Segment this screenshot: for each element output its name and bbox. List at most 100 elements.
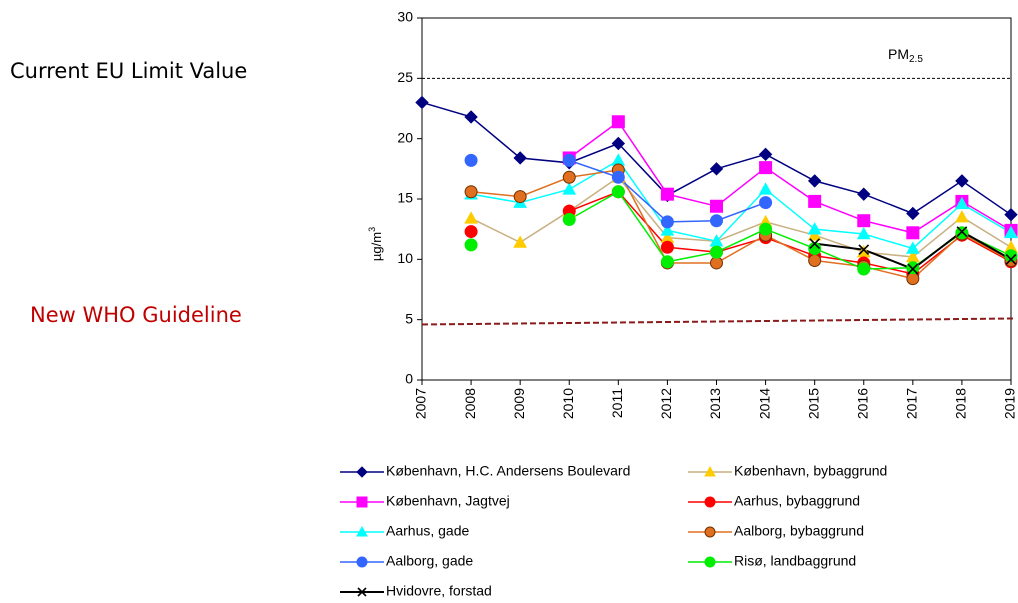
marker-diamond (758, 147, 773, 162)
marker-triangle (562, 182, 577, 195)
marker-diamond (356, 466, 368, 478)
x-tick-label: 2012 (658, 388, 674, 419)
x-tick-label: 2013 (707, 388, 723, 419)
legend-label: København, bybaggrund (734, 463, 887, 479)
marker-diamond (513, 151, 527, 165)
who-guideline-label: New WHO Guideline (30, 303, 242, 327)
marker-diamond (857, 187, 871, 201)
marker-triangle (905, 241, 920, 254)
x-tick-label: 2010 (560, 388, 576, 419)
marker-diamond (415, 95, 429, 110)
marker-triangle (513, 235, 528, 248)
marker-diamond (611, 136, 626, 151)
marker-square (710, 199, 723, 213)
marker-triangle (807, 228, 822, 241)
x-tick-label: 2015 (805, 388, 821, 419)
marker-triangle (856, 226, 871, 240)
marker-square (611, 115, 625, 129)
marker-diamond (709, 162, 724, 176)
marker-diamond (807, 174, 822, 188)
y-tick-label: 5 (405, 310, 413, 326)
series-line (568, 120, 1012, 234)
legend-label: Aalborg, gade (386, 553, 473, 569)
marker-triangle (1004, 225, 1018, 239)
marker-circle (1004, 249, 1018, 263)
marker-square (808, 194, 822, 208)
legend-label: Risø, landbaggrund (734, 553, 856, 569)
marker-circle (464, 238, 478, 252)
y-label-superscript: 3 (367, 227, 377, 232)
marker-triangle (704, 465, 716, 477)
marker-x (809, 238, 821, 250)
marker-circle (759, 196, 773, 210)
marker-x (858, 244, 870, 256)
marker-circle (562, 153, 576, 167)
marker-circle (759, 222, 773, 236)
marker-square (356, 496, 368, 508)
series-line (470, 159, 1012, 250)
series-line (421, 101, 1012, 216)
marker-square (857, 214, 871, 228)
legend-label: Aarhus, gade (386, 523, 469, 539)
marker-circle (704, 556, 716, 568)
legend-label: Aalborg, bybaggrund (734, 523, 864, 539)
marker-circle (464, 185, 478, 199)
who-guideline-line (421, 317, 1017, 326)
marker-circle (660, 215, 674, 229)
x-tick-label: 2007 (413, 388, 429, 419)
marker-circle (562, 170, 576, 184)
x-tick-label: 2011 (609, 388, 625, 418)
marker-triangle (660, 223, 675, 236)
marker-square (660, 187, 674, 201)
marker-x (357, 587, 367, 597)
y-tick-label: 20 (397, 129, 413, 145)
x-tick-label: 2014 (756, 388, 772, 419)
series-line (568, 190, 1012, 275)
marker-circle (660, 240, 674, 254)
y-axis-label: µg/m3 (367, 227, 384, 261)
marker-x (1005, 253, 1017, 265)
y-label-text: µg/m (369, 232, 384, 261)
marker-triangle (807, 222, 822, 235)
marker-square (906, 226, 920, 240)
legend-label: København, H.C. Andersens Boulevard (386, 463, 630, 479)
marker-x (907, 263, 919, 275)
y-tick-label: 0 (405, 371, 413, 387)
legend-label: Aarhus, bybaggrund (734, 493, 860, 509)
marker-triangle (955, 210, 969, 223)
marker-circle (955, 226, 969, 240)
x-tick-label: 2018 (953, 388, 969, 419)
legend-label: Hvidovre, forstad (386, 583, 492, 599)
marker-diamond (906, 206, 920, 221)
marker-circle (513, 190, 527, 204)
x-tick-label: 2016 (854, 388, 870, 419)
marker-circle (906, 272, 920, 286)
x-tick-label: 2009 (511, 388, 527, 419)
marker-triangle (356, 525, 368, 537)
marker-triangle (464, 211, 478, 224)
marker-square (759, 161, 773, 175)
marker-diamond (464, 110, 478, 124)
x-tick-label: 2017 (904, 388, 920, 419)
marker-circle (808, 254, 822, 268)
marker-circle (704, 496, 716, 508)
marker-x (956, 226, 968, 237)
marker-circle (660, 255, 674, 269)
x-tick-label: 2019 (1002, 388, 1018, 419)
marker-circle (464, 225, 478, 239)
marker-circle (611, 185, 625, 199)
y-tick-label: 15 (397, 190, 413, 206)
marker-circle (710, 214, 723, 228)
y-tick-label: 25 (397, 69, 413, 85)
marker-triangle (955, 196, 969, 210)
marker-diamond (1004, 207, 1018, 222)
marker-diamond (955, 174, 969, 188)
y-tick-label: 30 (397, 9, 413, 25)
legend-label: København, Jagtvej (386, 493, 510, 509)
y-tick-label: 10 (397, 250, 413, 266)
marker-circle (857, 262, 871, 276)
marker-circle (710, 245, 723, 259)
series-line (471, 169, 1012, 280)
pm-subscript: 2.5 (909, 54, 923, 65)
